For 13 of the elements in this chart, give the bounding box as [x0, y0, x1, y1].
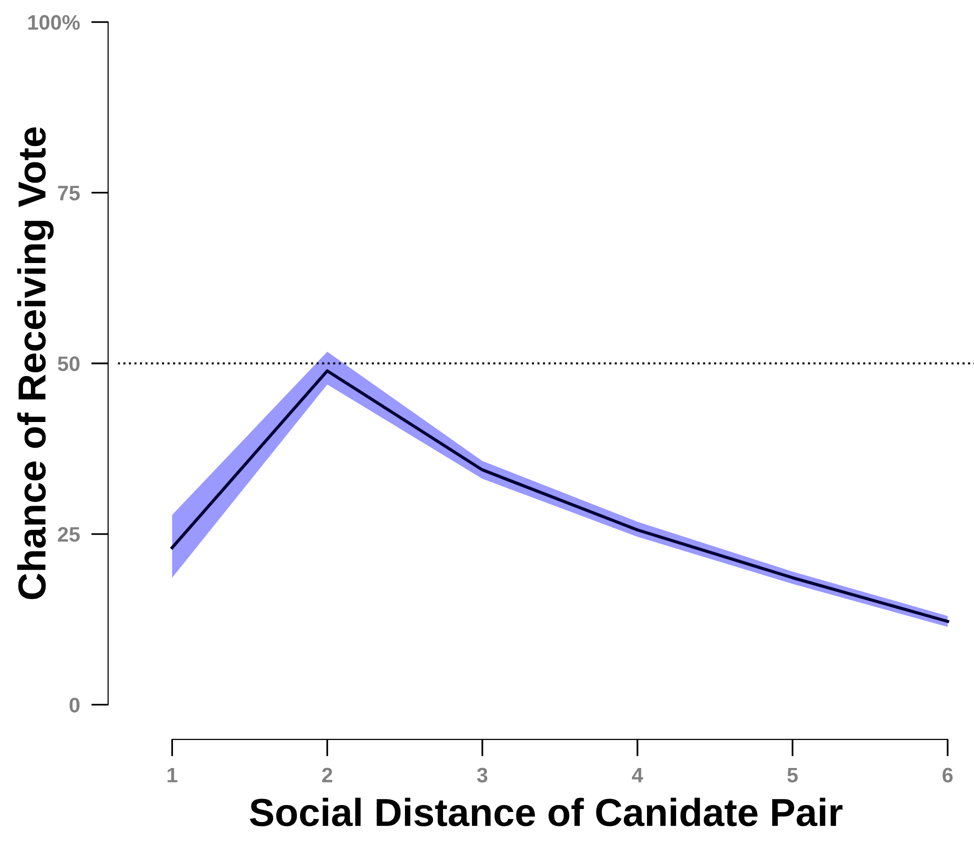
x-tick-label: 3	[477, 768, 488, 783]
y-tick-label: 50	[58, 356, 80, 372]
y-tick-label: 100%	[28, 15, 80, 30]
x-tick-label: 5	[787, 768, 798, 782]
x-tick-label: 6	[942, 768, 953, 782]
x-axis-title: Social Distance of Canidate Pair	[250, 798, 843, 826]
x-tick-label: 1	[168, 768, 178, 782]
x-tick-label: 4	[632, 768, 644, 782]
y-tick-label: 75	[58, 186, 80, 200]
x-tick-label: 2	[322, 768, 332, 782]
y-tick-label: 25	[58, 527, 80, 542]
y-tick-label: 0	[70, 698, 80, 712]
y-axis-title: Chance of Receiving Vote	[17, 127, 54, 600]
